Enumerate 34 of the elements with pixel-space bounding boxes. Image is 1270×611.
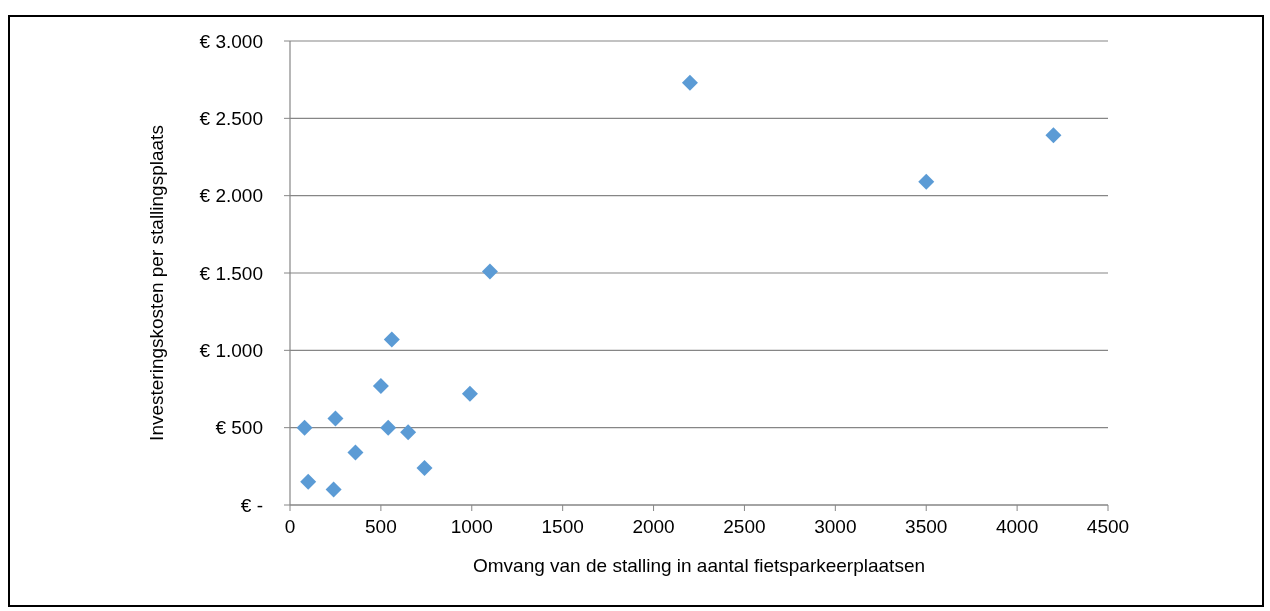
y-tick-label: € 1.000	[199, 339, 263, 361]
x-tick-label: 2000	[632, 516, 675, 537]
x-tick-label: 3500	[905, 516, 948, 537]
y-tick-label: € 3.000	[199, 30, 263, 52]
y-tick-label: € 500	[215, 417, 263, 439]
point	[380, 419, 397, 436]
point	[372, 377, 389, 394]
point	[416, 459, 433, 476]
y-tick-label: € 1.500	[199, 262, 263, 284]
point	[481, 263, 498, 280]
point	[1045, 127, 1062, 144]
y-tick-label: € -	[240, 494, 263, 516]
x-tick-label: 0	[284, 516, 296, 537]
point	[296, 419, 313, 436]
x-tick-label: 2500	[723, 516, 766, 537]
x-tick-label: 3000	[814, 516, 857, 537]
point	[681, 74, 698, 91]
y-tick-label: € 2.000	[199, 185, 263, 207]
point	[327, 410, 344, 427]
point	[918, 173, 935, 190]
point	[461, 385, 478, 402]
x-tick-label: 1000	[450, 516, 493, 537]
point	[347, 444, 364, 461]
point	[400, 424, 417, 441]
x-tick-label: 1500	[541, 516, 584, 537]
x-axis-title: Omvang van de stalling in aantal fietsparkeerplaatsen	[472, 555, 926, 576]
point	[325, 481, 342, 498]
point	[383, 331, 400, 348]
point	[300, 473, 317, 490]
y-axis-title: Investeringskosten per stallingsplaats	[146, 125, 167, 441]
y-tick-label: € 2.500	[199, 107, 263, 129]
x-tick-label: 4500	[1086, 516, 1130, 537]
x-tick-label: 500	[365, 516, 397, 537]
x-tick-label: 4000	[995, 516, 1039, 537]
